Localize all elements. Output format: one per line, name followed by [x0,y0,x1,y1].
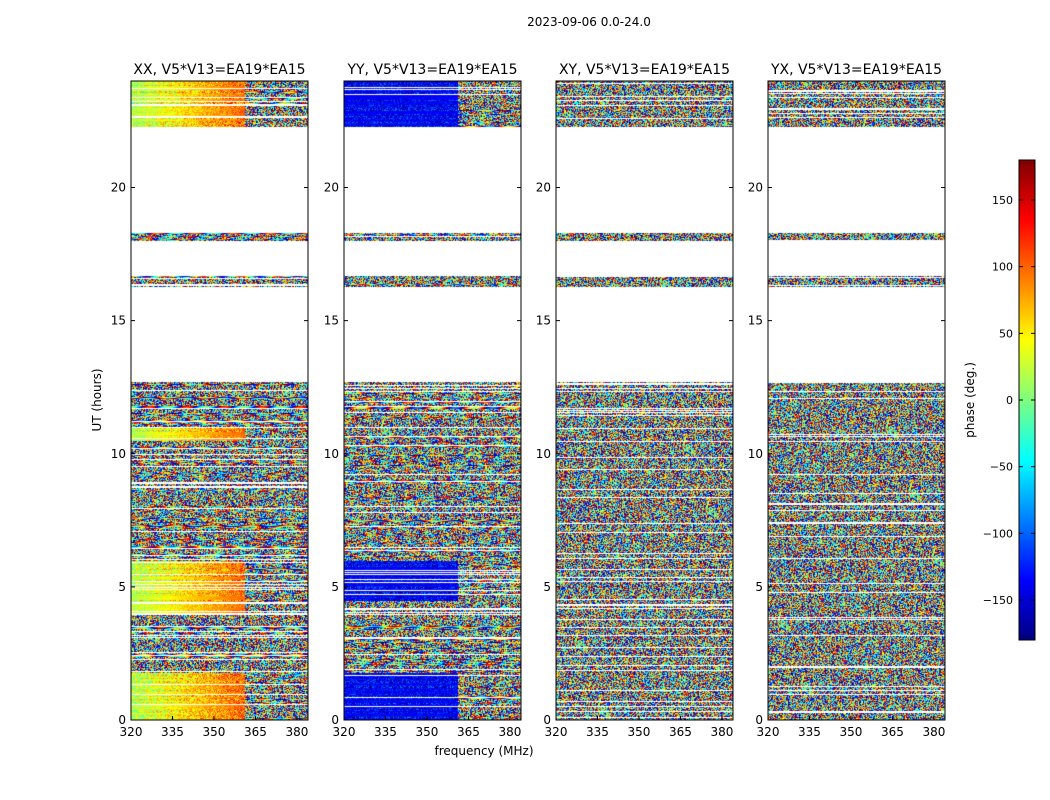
y-tick-label-yy-20: 20 [324,181,339,195]
x-tick-label-yx-320: 320 [757,725,780,739]
x-tick-label-xx-365: 365 [244,725,267,739]
y-tick-label-xy-5: 5 [543,580,551,594]
panel-frame-xy [555,80,734,721]
y-tick-label-yx-10: 10 [748,447,763,461]
x-tick-label-xx-335: 335 [161,725,184,739]
y-tick-label-xy-0: 0 [543,713,551,727]
x-tick-label-xy-380: 380 [710,725,733,739]
phase-heatmap-xy [556,81,733,720]
colorbar-tick-label-4: −50 [990,461,1013,474]
x-axis-label: frequency (MHz) [434,744,533,758]
y-axis-label: UT (hours) [90,368,104,431]
colorbar-tick-label-2: 50 [999,327,1013,340]
x-tick-label-yx-365: 365 [881,725,904,739]
y-tick-label-yy-15: 15 [324,314,339,328]
x-tick-label-xx-380: 380 [285,725,308,739]
x-tick-label-yy-380: 380 [498,725,521,739]
panel-title-xx: XX, V5*V13=EA19*EA15 [133,62,305,78]
panel-title-yx: YX, V5*V13=EA19*EA15 [770,62,942,78]
panels-group: XX, V5*V13=EA19*EA15 320 335 350 365 380 0 5 10 1… [111,62,946,739]
colorbar-tick-label-6: −150 [983,594,1013,607]
colorbar-label: phase (deg.) [963,362,977,438]
y-tick-label-yx-0: 0 [755,713,763,727]
panel-frame-yy [343,80,522,721]
x-tick-label-xx-350: 350 [203,725,226,739]
x-tick-label-yy-320: 320 [333,725,356,739]
phase-heatmap-yx [768,81,945,720]
panel-frame-yx [767,80,946,721]
y-tick-label-xy-15: 15 [536,314,551,328]
x-tick-label-xy-350: 350 [628,725,651,739]
panel-yx: YX, V5*V13=EA19*EA15 320 335 350 365 380 0 5 10 1… [748,62,946,739]
x-tick-label-xy-335: 335 [586,725,609,739]
x-tick-label-xy-320: 320 [545,725,568,739]
y-tick-label-yx-20: 20 [748,181,763,195]
panel-xy: XY, V5*V13=EA19*EA15 320 335 350 365 380 0 5 10 1… [536,62,734,739]
colorbar-tick-label-1: 100 [992,261,1013,274]
y-tick-label-xx-5: 5 [118,580,126,594]
figure-title: 2023-09-06 0.0-24.0 [527,15,651,29]
colorbar-tick-label-3: 0 [1006,394,1013,407]
x-tick-label-yx-380: 380 [922,725,945,739]
x-tick-label-yx-335: 335 [798,725,821,739]
colorbar-tick-label-0: 150 [992,194,1013,207]
y-tick-label-yy-0: 0 [331,713,339,727]
y-tick-label-yy-10: 10 [324,447,339,461]
y-tick-label-xx-0: 0 [118,713,126,727]
y-tick-label-xy-10: 10 [536,447,551,461]
x-tick-label-yy-335: 335 [374,725,397,739]
y-tick-label-xx-10: 10 [111,447,126,461]
x-tick-label-xy-365: 365 [669,725,692,739]
phase-heatmap-yy [344,81,521,720]
x-tick-label-yy-365: 365 [457,725,480,739]
y-tick-label-yx-15: 15 [748,314,763,328]
panel-title-yy: YY, V5*V13=EA19*EA15 [346,62,517,78]
y-tick-label-xx-20: 20 [111,181,126,195]
panel-xx: XX, V5*V13=EA19*EA15 320 335 350 365 380 0 5 10 1… [111,62,309,739]
phase-heatmap-xx [131,81,308,720]
panel-yy: YY, V5*V13=EA19*EA15 320 335 350 365 380 0 5 10 1… [324,62,522,739]
panel-title-xy: XY, V5*V13=EA19*EA15 [559,62,730,78]
y-tick-label-yx-5: 5 [755,580,763,594]
x-tick-label-yx-350: 350 [840,725,863,739]
x-tick-label-xx-320: 320 [120,725,143,739]
panel-frame-xx [130,80,309,721]
x-tick-label-yy-350: 350 [416,725,439,739]
y-tick-label-yy-5: 5 [331,580,339,594]
y-tick-label-xy-20: 20 [536,181,551,195]
colorbar-tick-label-5: −100 [983,527,1013,540]
colorbar: 150 100 50 0 −50 −100 −150 [983,159,1036,641]
y-tick-label-xx-15: 15 [111,314,126,328]
